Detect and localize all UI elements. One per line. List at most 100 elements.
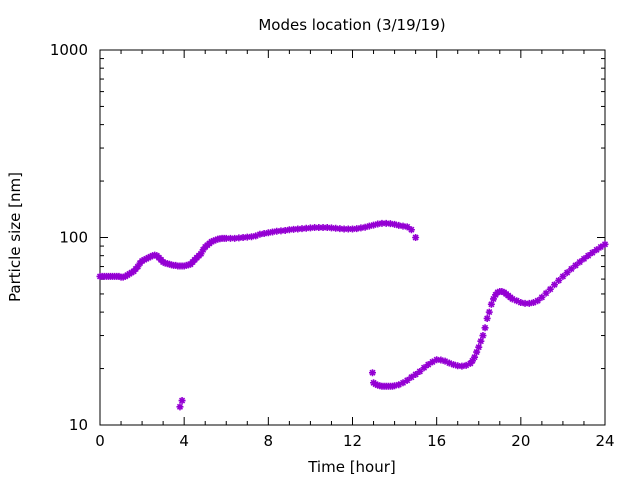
x-tick-label: 8 — [264, 432, 274, 450]
data-point — [298, 225, 306, 233]
data-point — [403, 376, 411, 384]
y-tick-label: 1000 — [50, 41, 88, 59]
data-point — [315, 224, 323, 232]
data-point — [327, 224, 335, 232]
data-point — [365, 222, 373, 230]
data-point — [336, 225, 344, 233]
data-point — [357, 224, 365, 232]
x-tick-label: 12 — [343, 432, 362, 450]
data-point — [319, 224, 327, 232]
data-point — [176, 403, 184, 411]
data-point — [437, 356, 445, 364]
data-points — [96, 219, 609, 411]
data-point — [529, 299, 537, 307]
data-point — [226, 234, 234, 242]
data-point — [567, 265, 575, 273]
data-point — [601, 240, 609, 248]
data-point — [277, 227, 285, 235]
data-point — [399, 222, 407, 230]
data-point — [576, 258, 584, 266]
data-point — [473, 348, 481, 356]
data-point — [572, 261, 580, 269]
data-point — [395, 381, 403, 389]
data-point — [361, 223, 369, 231]
data-point — [487, 300, 495, 308]
data-point — [468, 357, 476, 365]
data-point — [374, 220, 382, 228]
data-point — [399, 379, 407, 387]
data-point — [551, 281, 558, 289]
data-point — [525, 299, 533, 307]
x-tick-label: 0 — [95, 432, 105, 450]
x-tick-label: 24 — [595, 432, 614, 450]
data-point — [273, 227, 281, 235]
data-point — [534, 297, 542, 305]
data-point — [420, 364, 428, 372]
data-point — [222, 234, 230, 242]
data-point — [349, 225, 356, 233]
chart-title: Modes location (3/19/19) — [258, 16, 445, 34]
data-point — [403, 223, 411, 231]
data-point — [584, 252, 592, 260]
data-point — [370, 221, 378, 229]
data-point — [290, 225, 298, 233]
data-point — [178, 397, 186, 405]
x-tick-label: 16 — [427, 432, 446, 450]
data-point — [285, 226, 293, 234]
data-point — [450, 361, 457, 369]
data-point — [475, 343, 483, 351]
data-point — [412, 370, 420, 378]
data-point — [462, 361, 470, 369]
data-point — [294, 225, 302, 233]
data-point — [489, 295, 497, 303]
data-point — [433, 356, 441, 364]
data-point — [593, 246, 601, 254]
data-point — [508, 295, 516, 303]
y-tick-label: 100 — [59, 229, 88, 247]
data-point — [513, 297, 521, 305]
data-point — [580, 255, 588, 263]
data-point — [386, 220, 394, 228]
data-point — [340, 225, 348, 233]
data-point — [424, 361, 432, 369]
data-point — [210, 237, 218, 245]
data-point — [302, 224, 310, 232]
data-point — [542, 289, 550, 297]
data-point — [458, 362, 466, 370]
data-point — [208, 238, 216, 246]
data-point — [597, 243, 605, 251]
data-point — [378, 219, 386, 227]
data-point — [344, 225, 352, 233]
data-point — [485, 308, 493, 316]
axis-ticks: 0 4 8 12 16 20 24 10 100 1000 — [50, 41, 615, 450]
data-point — [538, 293, 546, 301]
data-point — [243, 233, 251, 241]
data-point — [555, 276, 563, 284]
data-point — [368, 369, 376, 377]
data-point — [382, 219, 390, 227]
data-point — [445, 359, 453, 367]
data-point — [517, 299, 525, 307]
data-point — [353, 225, 361, 233]
data-point — [441, 357, 449, 365]
data-point — [281, 226, 289, 234]
data-point — [477, 337, 485, 345]
data-point — [483, 314, 491, 322]
data-point — [212, 236, 220, 244]
data-point — [563, 269, 571, 277]
data-point — [454, 362, 462, 370]
data-point — [248, 233, 255, 241]
data-point — [471, 353, 479, 361]
data-point — [197, 250, 205, 258]
data-point — [264, 229, 272, 237]
data-point — [416, 367, 424, 375]
data-point — [260, 230, 268, 238]
x-axis-label: Time [hour] — [307, 458, 396, 476]
data-point — [306, 224, 314, 232]
y-axis-label: Particle size [nm] — [6, 172, 24, 302]
data-point — [407, 373, 415, 381]
data-point — [391, 220, 399, 228]
y-tick-label: 10 — [69, 416, 88, 434]
data-point — [391, 382, 399, 390]
